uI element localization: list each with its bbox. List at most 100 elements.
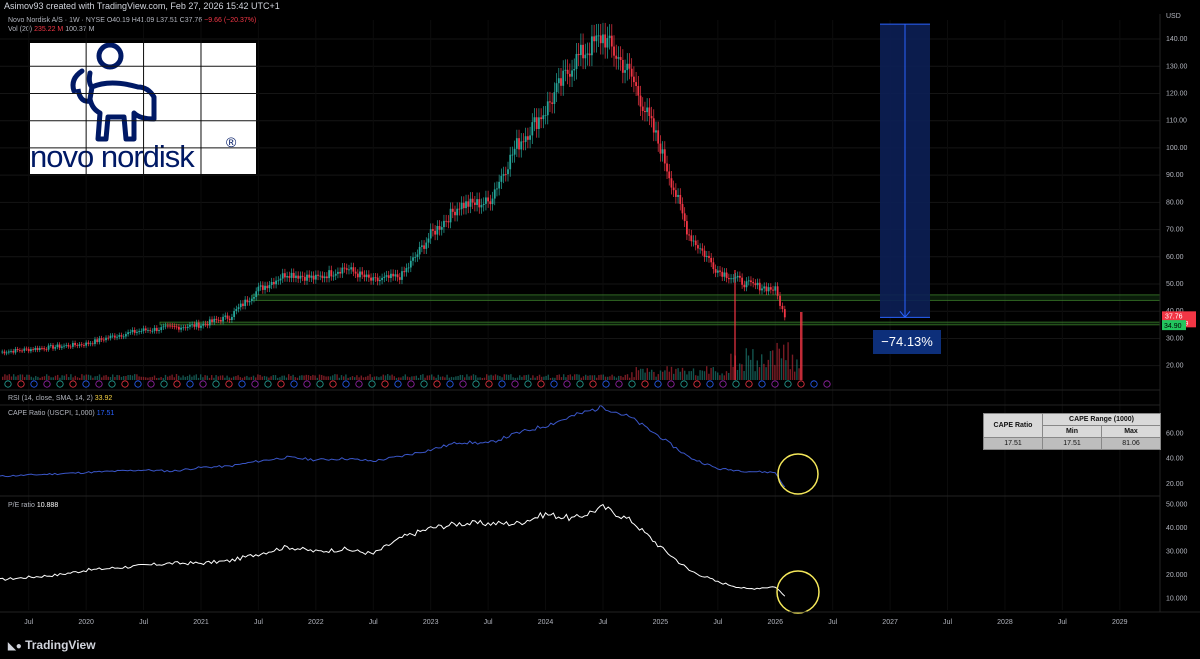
volume-bar (633, 377, 635, 380)
candle-body (10, 350, 12, 352)
volume-bar (211, 375, 213, 380)
volume-bar (98, 374, 101, 380)
volume-bar (728, 372, 730, 380)
volume-bar (404, 374, 406, 380)
volume-bar (644, 372, 646, 380)
candle-body (140, 331, 143, 332)
candle-body (401, 271, 403, 280)
candle-body (712, 262, 715, 270)
candle-body (692, 240, 695, 242)
logo-wordmark: novo nordisk (30, 139, 195, 174)
volume-bar (294, 377, 296, 380)
candle-body (129, 332, 132, 333)
volume-bar (10, 376, 13, 380)
event-marker (82, 380, 90, 388)
volume-bar (609, 376, 611, 380)
volume-bar (785, 360, 787, 380)
event-marker (17, 380, 25, 388)
candle-body (76, 345, 79, 346)
event-marker (238, 380, 246, 388)
volume-spike (800, 312, 803, 380)
volume-bar (76, 377, 79, 380)
candle-body (69, 346, 72, 348)
volume-bar (41, 376, 43, 380)
volume-legend[interactable]: Vol (20) 235.22 M 100.37 M (8, 26, 94, 33)
cape-table-header-ratio: CAPE Ratio (983, 413, 1043, 438)
volume-bar (321, 374, 323, 380)
candle-body (454, 211, 456, 216)
candle-body (710, 257, 713, 263)
rsi-legend[interactable]: RSI (14, close, SMA, 14, 2) 33.92 (8, 395, 112, 402)
volume-bar (681, 367, 684, 380)
time-tick-label: Jul (828, 619, 837, 626)
volume-value-1: 235.22 M (34, 26, 64, 33)
volume-bar (233, 376, 235, 380)
candle-body (122, 336, 125, 338)
candle-body (67, 345, 70, 347)
candle-body (339, 271, 342, 274)
volume-bar (277, 377, 279, 380)
volume-bar (228, 377, 230, 380)
candle-body (657, 130, 660, 144)
candle-body (138, 331, 141, 332)
candle-body (666, 163, 668, 172)
volume-bar (6, 375, 8, 380)
volume-bar (147, 377, 149, 380)
volume-bar (607, 376, 609, 380)
candle-body (111, 335, 114, 337)
volume-bar (714, 371, 717, 380)
volume-bar (79, 377, 81, 380)
candle-body (319, 275, 322, 277)
cape-line (0, 404, 786, 488)
candle-body (761, 288, 763, 291)
candle-body (301, 275, 304, 277)
symbol-legend[interactable]: Novo Nordisk A/S · 1W · NYSE O40.19 H41.… (8, 17, 256, 24)
event-marker (511, 380, 519, 388)
volume-bar (787, 342, 789, 380)
candle-body (767, 287, 770, 292)
volume-bar (391, 374, 393, 380)
time-tick-label: Jul (24, 619, 33, 626)
candle-body (341, 267, 344, 274)
volume-bar (109, 377, 112, 380)
volume-bar (798, 368, 800, 380)
candle-body (295, 275, 297, 278)
candle-body (668, 171, 671, 179)
event-marker (823, 380, 831, 388)
event-marker (745, 380, 753, 388)
candle-body (343, 267, 346, 269)
volume-bar (580, 377, 582, 380)
volume-bar (323, 375, 325, 380)
volume-bar (494, 374, 497, 380)
candle-body (679, 194, 682, 204)
volume-bar (101, 377, 103, 380)
volume-bar (409, 377, 411, 380)
candle-body (781, 305, 784, 310)
cape-legend[interactable]: CAPE Ratio (USCPI, 1,000) 17.51 (8, 410, 114, 417)
candle-body (566, 69, 569, 74)
volume-bar (635, 367, 637, 380)
pe-legend[interactable]: P/E ratio 10.888 (8, 502, 58, 509)
time-tick-label: 2027 (882, 619, 898, 626)
candle-body (555, 83, 558, 93)
volume-bar (765, 367, 767, 380)
volume-bar (519, 375, 521, 380)
time-tick-label: 2024 (538, 619, 554, 626)
tradingview-logo[interactable]: ◣● TradingView (8, 638, 96, 652)
volume-bar (400, 377, 402, 380)
candle-body (47, 345, 50, 350)
candle-body (246, 299, 249, 303)
volume-bar (574, 374, 576, 380)
candle-body (635, 82, 638, 87)
volume-bar (712, 367, 714, 380)
candle-body (774, 286, 777, 291)
candle-body (381, 277, 384, 281)
volume-bar (156, 377, 158, 380)
volume-bar (371, 377, 373, 380)
volume-bar (367, 375, 369, 380)
volume-bar (503, 374, 505, 380)
volume-bar (387, 374, 389, 380)
measure-tool[interactable] (880, 23, 930, 319)
pe-tick-label: 50.000 (1166, 502, 1188, 509)
